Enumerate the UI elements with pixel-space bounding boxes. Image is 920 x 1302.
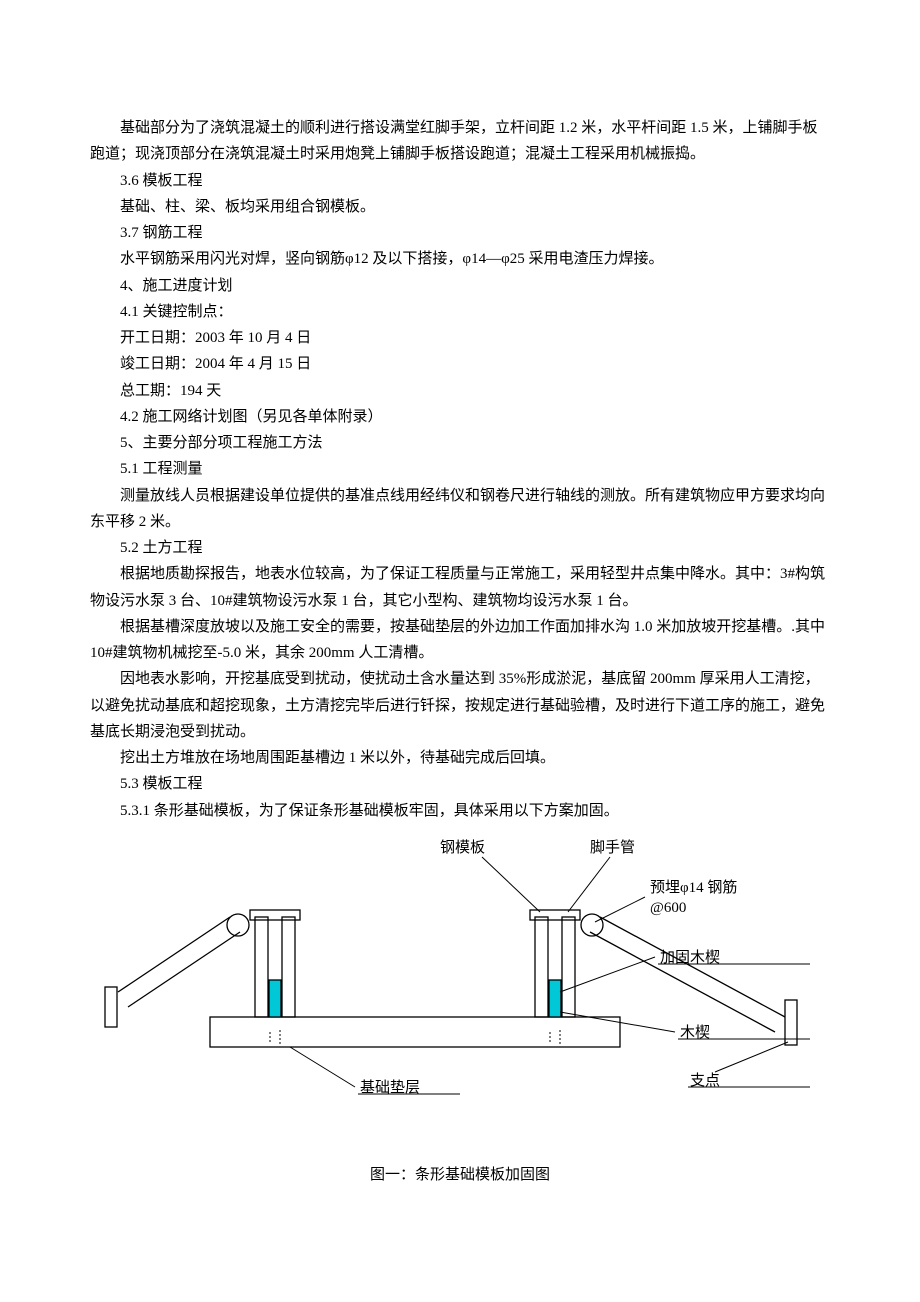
diagram-svg: 钢模板 脚手管 预埋φ14 钢筋 @600 加固木楔 木楔 支点 基础垫层 [90, 832, 830, 1122]
heading-3-6: 3.6 模板工程 [90, 168, 830, 194]
heading-4-1: 4.1 关键控制点： [90, 299, 830, 325]
label-zhidian: 支点 [690, 1072, 720, 1089]
para-enddate: 竣工日期：2004 年 4 月 15 日 [90, 351, 830, 377]
figure-strip-foundation: 钢模板 脚手管 预埋φ14 钢筋 @600 加固木楔 木楔 支点 基础垫层 [90, 832, 830, 1188]
para-formwork-base: 基础、柱、梁、板均采用组合钢模板。 [90, 194, 830, 220]
para-earthwork-4: 挖出土方堆放在场地周围距基槽边 1 米以外，待基础完成后回填。 [90, 745, 830, 771]
heading-5: 5、主要分部分项工程施工方法 [90, 430, 830, 456]
para-earthwork-3: 因地表水影响，开挖基底受到扰动，使扰动土含水量达到 35%形成淤泥，基底留 20… [90, 666, 830, 745]
label-muxie: 木楔 [680, 1024, 710, 1041]
label-jiagumuxie: 加固木楔 [660, 949, 720, 966]
heading-5-1: 5.1 工程测量 [90, 456, 830, 482]
heading-3-7: 3.7 钢筋工程 [90, 220, 830, 246]
figure-caption: 图一：条形基础模板加固图 [90, 1162, 830, 1188]
label-jichudiancheng: 基础垫层 [360, 1079, 420, 1096]
heading-5-2: 5.2 土方工程 [90, 535, 830, 561]
heading-4: 4、施工进度计划 [90, 273, 830, 299]
label-ganmuban: 钢模板 [440, 838, 485, 856]
para-startdate: 开工日期：2003 年 10 月 4 日 [90, 325, 830, 351]
label-at600: @600 [650, 900, 686, 916]
para-rebar: 水平钢筋采用闪光对焊，竖向钢筋φ12 及以下搭接，φ14—φ25 采用电渣压力焊… [90, 246, 830, 272]
label-jiaoshoguan: 脚手管 [590, 839, 635, 856]
para-earthwork-1: 根据地质勘探报告，地表水位较高，为了保证工程质量与正常施工，采用轻型井点集中降水… [90, 561, 830, 614]
para-survey: 测量放线人员根据建设单位提供的基准点线用经纬仪和钢卷尺进行轴线的测放。所有建筑物… [90, 483, 830, 536]
para-earthwork-2: 根据基槽深度放坡以及施工安全的需要，按基础垫层的外边加工作面加排水沟 1.0 米… [90, 614, 830, 667]
para-scaffold: 基础部分为了浇筑混凝土的顺利进行搭设满堂红脚手架，立杆间距 1.2 米，水平杆间… [90, 115, 830, 168]
heading-4-2: 4.2 施工网络计划图（另见各单体附录） [90, 404, 830, 430]
label-yumai: 预埋φ14 钢筋 [650, 879, 737, 896]
para-totaldays: 总工期：194 天 [90, 378, 830, 404]
heading-5-3-1: 5.3.1 条形基础模板，为了保证条形基础模板牢固，具体采用以下方案加固。 [90, 798, 830, 824]
heading-5-3: 5.3 模板工程 [90, 771, 830, 797]
